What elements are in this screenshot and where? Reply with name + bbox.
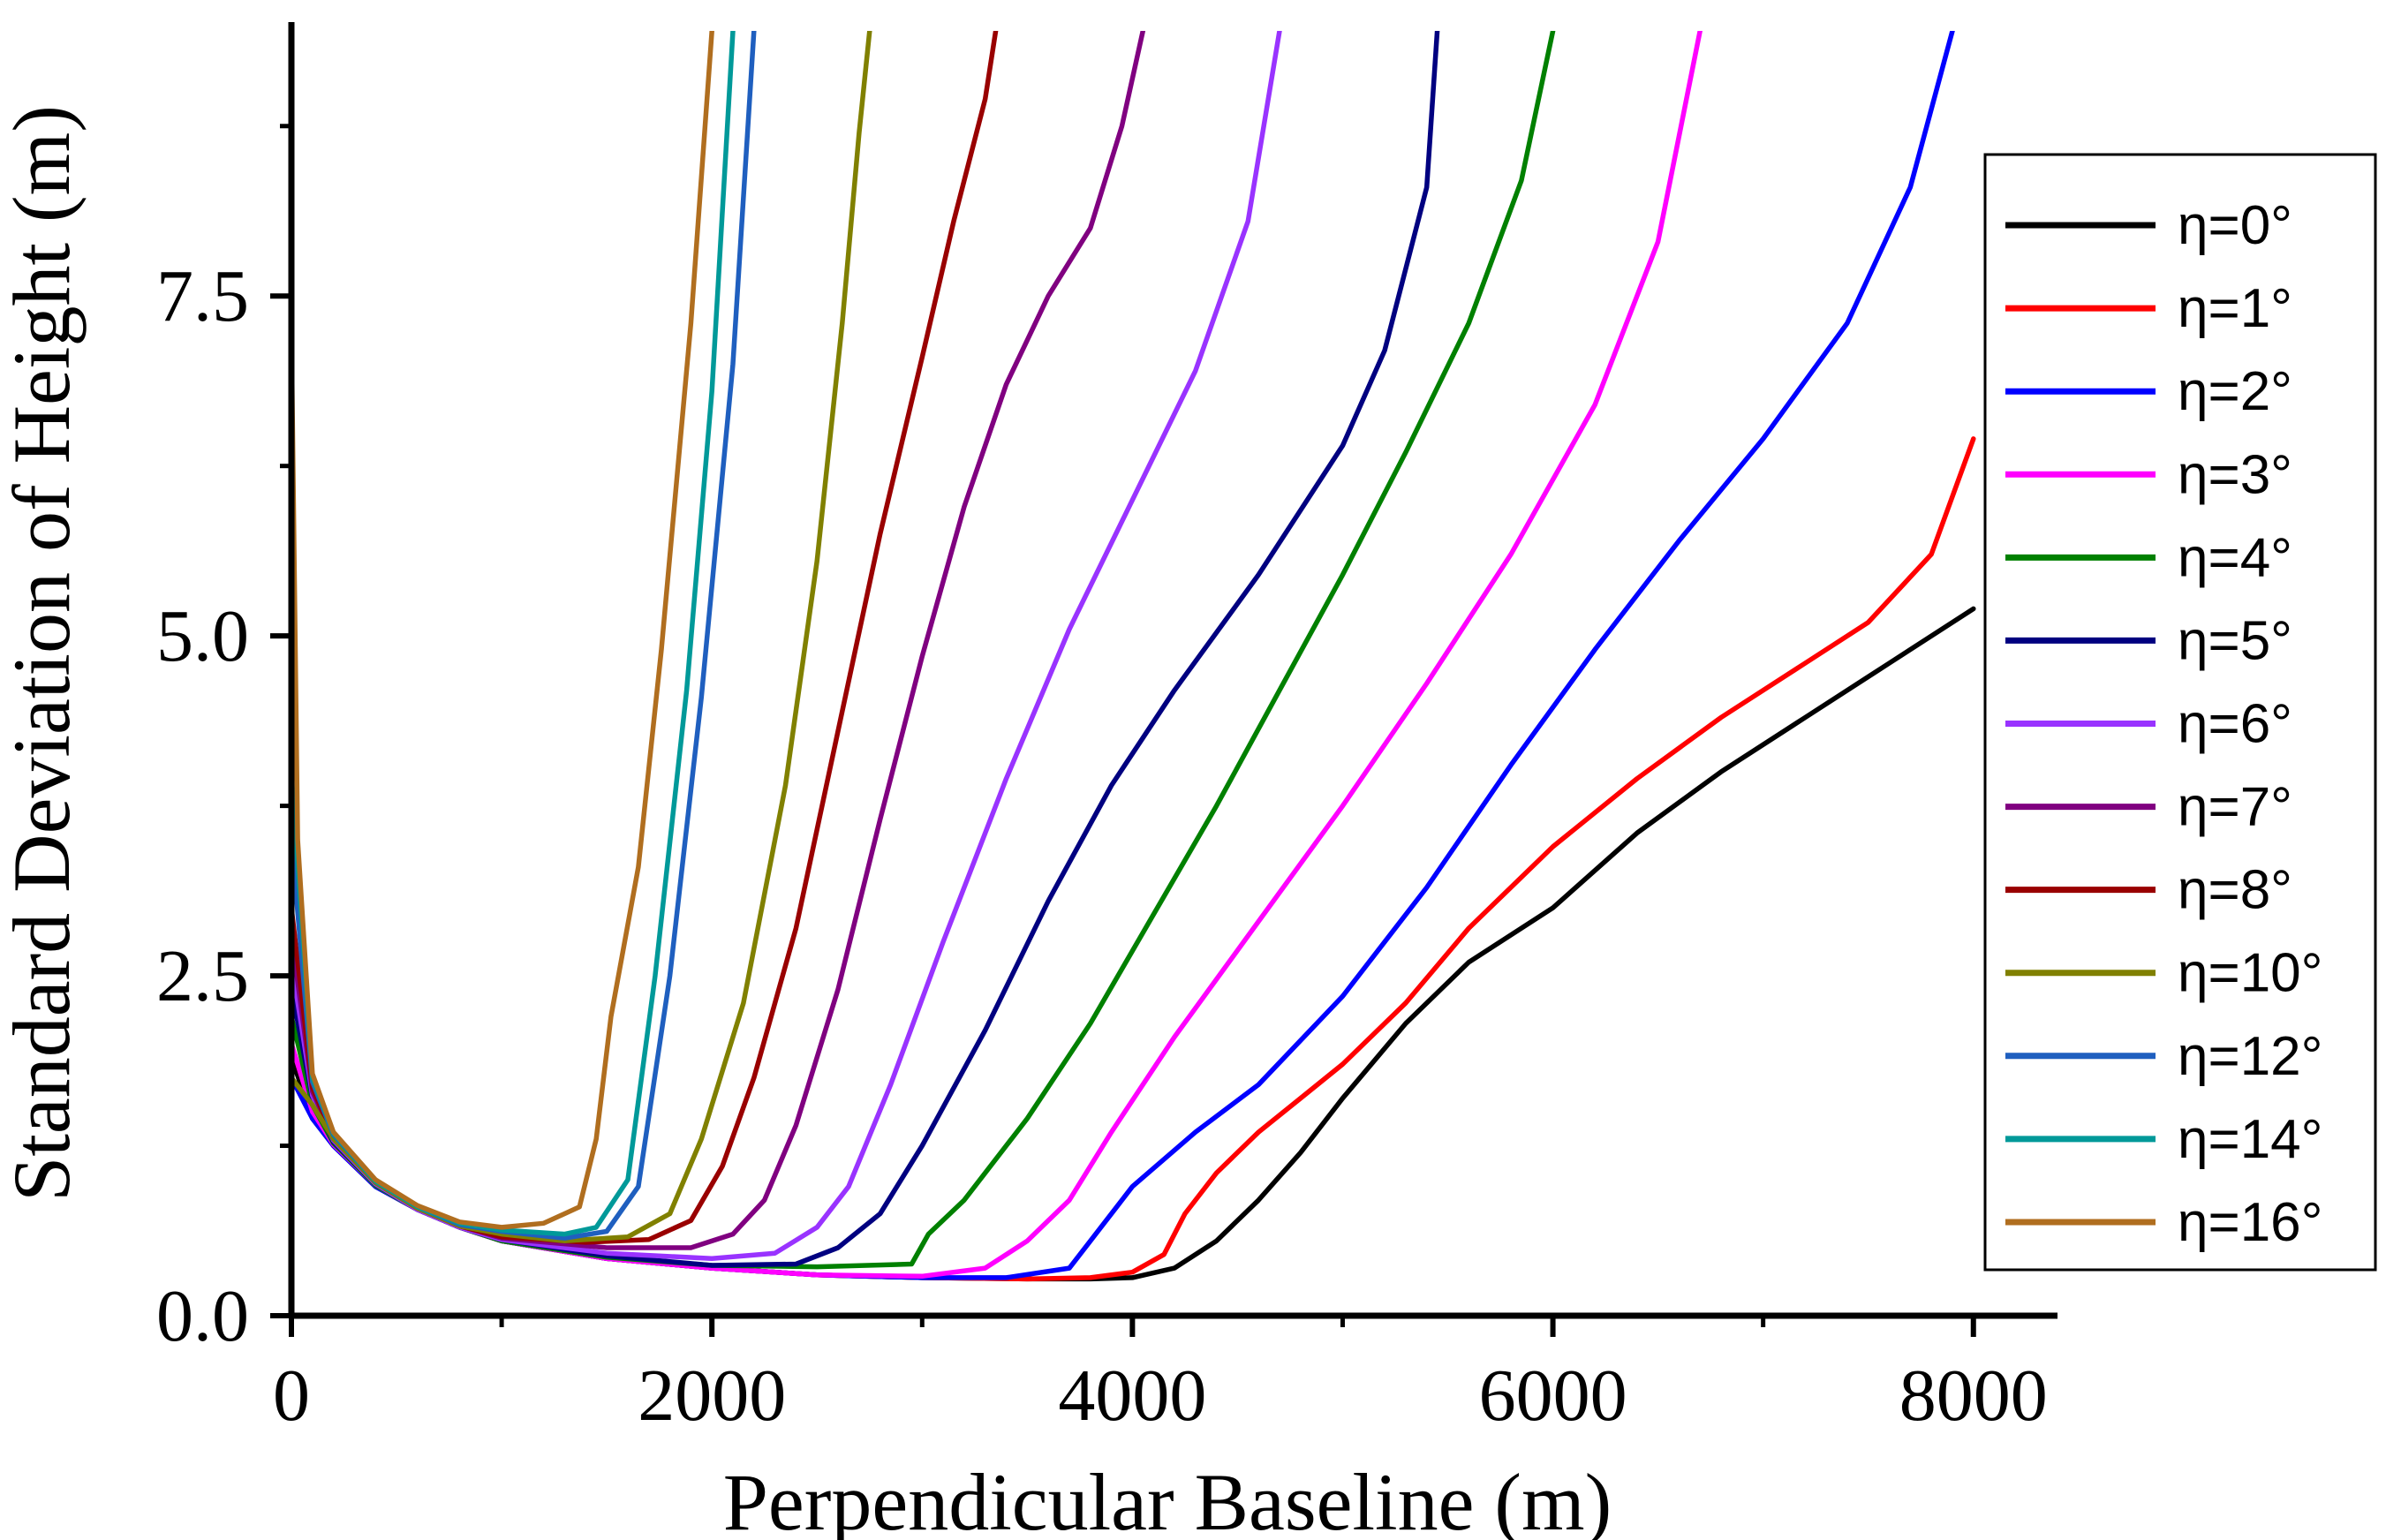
- series-line-3: [291, 31, 1955, 1280]
- legend-label: η=8°: [2178, 860, 2292, 921]
- legend: η=0° η=1° η=2° η=3° η=4° η=5° η=6° η=7° η=8° η=10…: [1983, 153, 2377, 1272]
- legend-label: η=3°: [2178, 444, 2292, 505]
- legend-label: η=7°: [2178, 777, 2292, 838]
- legend-label: η=2°: [2178, 361, 2292, 422]
- plot-area: [291, 31, 1976, 1282]
- series-line-13: [291, 31, 714, 1230]
- legend-label: η=0°: [2178, 195, 2292, 256]
- legend-label: η=12°: [2178, 1026, 2322, 1087]
- axes: 0 2000 4000 6000 8000 0.0 2.5 5.0 7.5: [156, 22, 2057, 1437]
- y-tick-label: 7.5: [156, 255, 249, 337]
- legend-label: η=5°: [2178, 610, 2292, 671]
- x-tick-label: 4000: [1058, 1355, 1206, 1437]
- y-tick-label: 5.0: [156, 595, 249, 677]
- series-line-8: [291, 31, 1146, 1250]
- series-line-12: [291, 31, 736, 1237]
- series-line-7: [291, 31, 1282, 1262]
- series-line-11: [291, 31, 757, 1241]
- x-tick-label: 6000: [1479, 1355, 1627, 1437]
- x-tick-label: 8000: [1899, 1355, 2048, 1437]
- y-axis-title: Standard Deviation of Height (m): [0, 105, 87, 1202]
- legend-label: η=14°: [2178, 1109, 2322, 1170]
- series-line-10: [291, 31, 872, 1244]
- legend-label: η=6°: [2178, 694, 2292, 755]
- series-line-1: [291, 606, 1976, 1282]
- series-line-2: [291, 436, 1976, 1282]
- x-tick-label: 2000: [638, 1355, 786, 1437]
- legend-box: [1983, 153, 2377, 1272]
- x-tick-label: 0: [273, 1355, 310, 1437]
- legend-label: η=16°: [2178, 1192, 2322, 1253]
- legend-label: η=4°: [2178, 527, 2292, 588]
- y-tick-label: 2.5: [156, 935, 249, 1017]
- legend-label: η=10°: [2178, 943, 2322, 1004]
- legend-label: η=1°: [2178, 278, 2292, 339]
- series-line-4: [291, 31, 1703, 1280]
- x-axis-title: Perpendicular Baseline (m): [723, 1457, 1612, 1540]
- y-tick-label: 0.0: [156, 1275, 249, 1357]
